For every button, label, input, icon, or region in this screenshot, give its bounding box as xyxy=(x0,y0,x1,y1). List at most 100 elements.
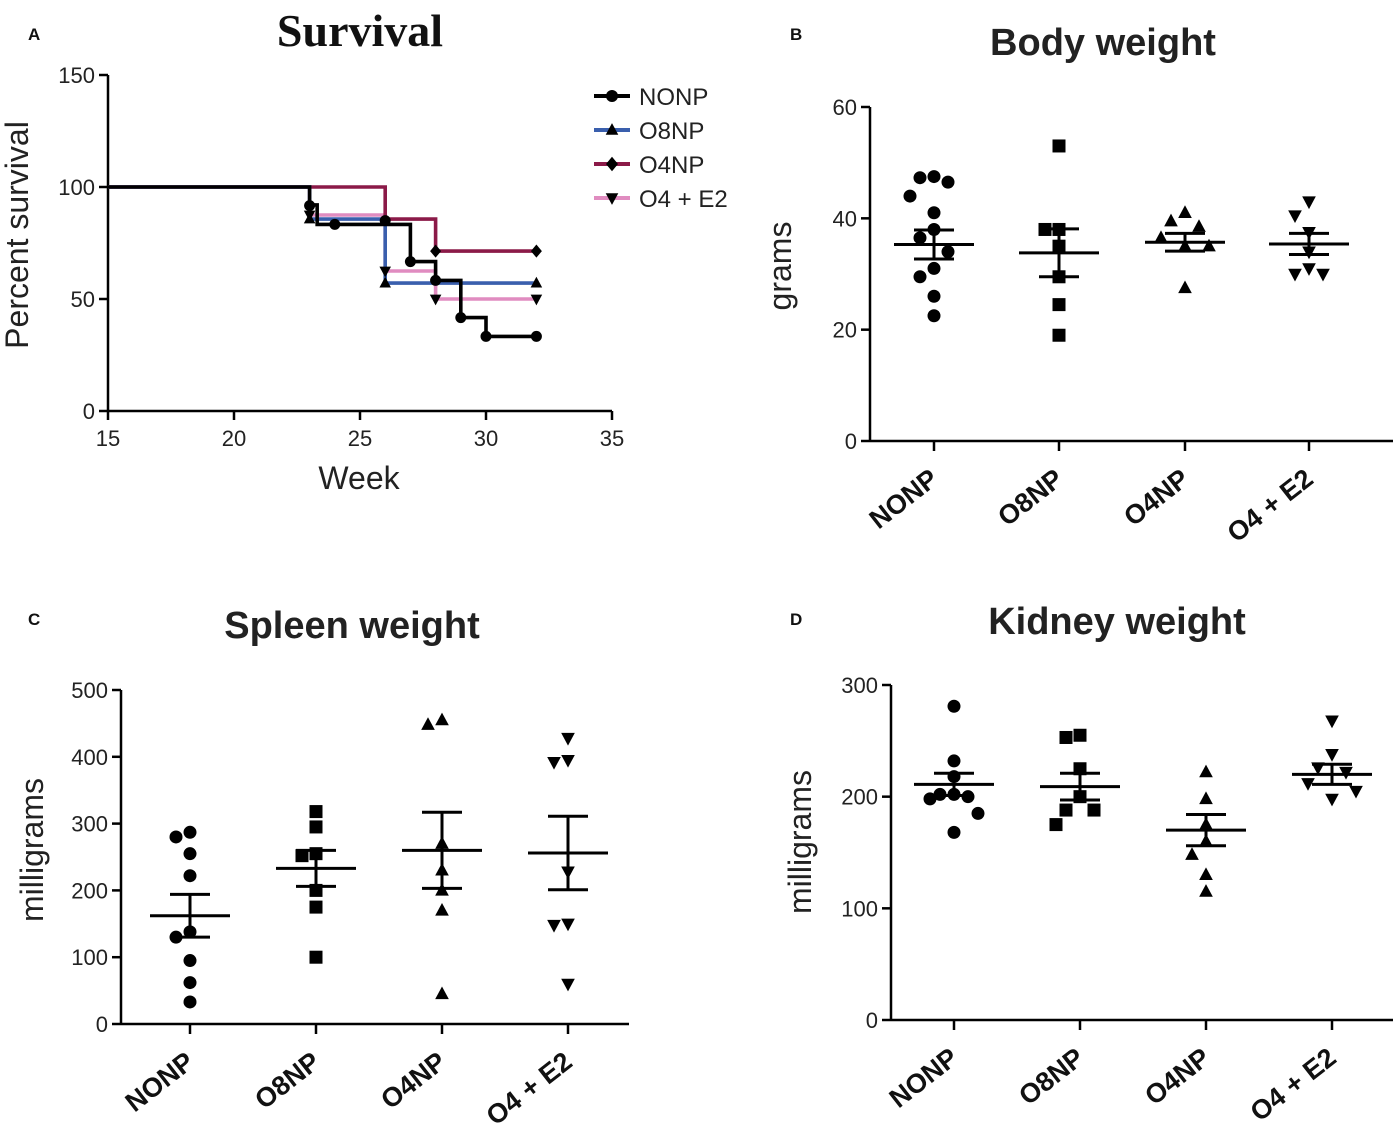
panel-letter: C xyxy=(28,610,40,629)
data-point-o8np xyxy=(295,849,309,863)
data-point-o4np xyxy=(435,712,449,726)
data-point-nonp xyxy=(971,806,985,820)
y-tick-label: 100 xyxy=(58,175,95,200)
data-point-nonp xyxy=(913,231,927,245)
data-point-nonp xyxy=(183,869,197,883)
survival-line-o8np xyxy=(108,185,537,285)
y-tick-label: 20 xyxy=(833,318,857,343)
data-point-o4-e2 xyxy=(561,978,575,992)
data-point-o8np xyxy=(1073,728,1087,742)
legend-label-o8np: O8NP xyxy=(639,118,704,145)
data-point-o4np xyxy=(1192,219,1206,232)
data-point-o4-e2 xyxy=(547,756,561,770)
x-tick-label-o4-e2: O4 + E2 xyxy=(1245,1042,1342,1127)
data-point-o4-e2 xyxy=(561,754,575,768)
legend-marker-nonp xyxy=(606,90,618,102)
data-point-o4np xyxy=(435,986,449,1000)
data-point-o4np xyxy=(1202,238,1216,252)
data-point-nonp xyxy=(913,270,927,284)
survival-marker-o8np xyxy=(379,276,391,288)
data-point-o4-e2 xyxy=(1302,196,1316,210)
data-point-o8np xyxy=(1049,818,1063,832)
data-point-o8np xyxy=(1059,803,1073,817)
data-point-nonp xyxy=(947,754,961,768)
data-point-o4np xyxy=(1199,764,1213,778)
y-tick-label: 150 xyxy=(58,63,95,88)
x-tick-label-o8np: O8NP xyxy=(992,463,1068,532)
x-tick-label: 30 xyxy=(474,426,498,451)
survival-line-o4np xyxy=(108,185,537,253)
data-point-o4np xyxy=(1178,280,1192,294)
panel-letter: D xyxy=(790,610,802,629)
survival-curves xyxy=(108,185,537,339)
y-axis-label: milligrams xyxy=(782,770,818,914)
data-point-o4np xyxy=(435,902,449,916)
x-tick-label-o4np: O4NP xyxy=(1139,1042,1215,1111)
x-tick-label-o4np: O4NP xyxy=(375,1046,451,1115)
data-point-o4-e2 xyxy=(547,919,561,933)
x-tick-label: 15 xyxy=(96,426,120,451)
x-tick-label-o4-e2: O4 + E2 xyxy=(1222,463,1319,548)
data-point-nonp xyxy=(927,206,941,220)
x-tick-label-nonp: NONP xyxy=(864,463,944,535)
y-tick-label: 300 xyxy=(841,673,878,698)
legend-marker-o4np xyxy=(606,156,618,172)
data-point-o4-e2 xyxy=(1316,268,1330,282)
x-tick-label-o4-e2: O4 + E2 xyxy=(481,1046,578,1131)
data-point-o8np xyxy=(1059,730,1073,744)
data-point-nonp xyxy=(941,175,955,189)
data-point-o4-e2 xyxy=(1325,793,1339,807)
y-axis-label: milligrams xyxy=(14,778,50,922)
survival-marker-nonp xyxy=(329,218,341,230)
y-tick-label: 100 xyxy=(841,896,878,921)
data-point-o4-e2 xyxy=(1301,778,1315,791)
legend-marker-o4-e2 xyxy=(605,193,619,205)
survival-marker-o4-e2 xyxy=(429,294,442,306)
panel-body-weight: B Body weight 0 20 40 60 grams NONP O8NP O4NP O4 +… xyxy=(762,22,1393,548)
data-point-o8np xyxy=(1052,298,1066,312)
chart-title: Survival xyxy=(277,5,443,56)
data-point-nonp xyxy=(183,995,197,1009)
data-point-o8np xyxy=(1052,328,1066,342)
x-tick-label: 25 xyxy=(348,426,372,451)
data-point-o4np xyxy=(421,717,435,730)
data-point-o4-e2 xyxy=(561,918,575,932)
x-tick-label-nonp: NONP xyxy=(120,1046,200,1118)
data-point-nonp xyxy=(941,245,955,259)
survival-marker-nonp xyxy=(404,256,416,268)
chart-title: Spleen weight xyxy=(224,605,480,647)
x-axis-label: Week xyxy=(318,460,400,496)
data-point-o8np xyxy=(1052,139,1066,153)
legend-label-nonp: NONP xyxy=(639,84,708,111)
data-point-o4-e2 xyxy=(1288,268,1302,282)
panel-letter: B xyxy=(790,25,802,44)
survival-marker-nonp xyxy=(530,330,542,342)
x-tick-label-o8np: O8NP xyxy=(1013,1042,1089,1111)
data-point-o4-e2 xyxy=(1325,749,1339,762)
data-point-o8np xyxy=(1087,803,1101,817)
survival-marker-nonp xyxy=(430,274,442,286)
data-point-o4np xyxy=(1199,791,1213,805)
survival-marker-o4-e2 xyxy=(530,294,543,306)
data-point-o4-e2 xyxy=(1302,263,1316,276)
y-tick-label: 40 xyxy=(833,206,857,231)
data-point-nonp xyxy=(903,189,917,203)
data-point-nonp xyxy=(913,171,927,185)
data-point-nonp xyxy=(183,825,197,839)
data-point-nonp xyxy=(927,261,941,275)
data-point-o4np xyxy=(1164,213,1178,227)
data-point-o4np xyxy=(1199,884,1213,897)
data-point-o8np xyxy=(309,900,323,914)
data-point-nonp xyxy=(183,847,197,861)
y-tick-label: 0 xyxy=(866,1008,878,1033)
data-point-nonp xyxy=(927,309,941,323)
legend-label-o4-e2: O4 + E2 xyxy=(639,186,728,213)
data-point-o4np xyxy=(1185,847,1199,860)
data-point-o8np xyxy=(309,820,323,834)
y-tick-label: 100 xyxy=(71,945,108,970)
data-point-o4np xyxy=(1199,867,1213,881)
data-point-o4np xyxy=(1178,205,1192,218)
data-point-o4np xyxy=(1154,230,1168,244)
y-tick-label: 200 xyxy=(71,878,108,903)
